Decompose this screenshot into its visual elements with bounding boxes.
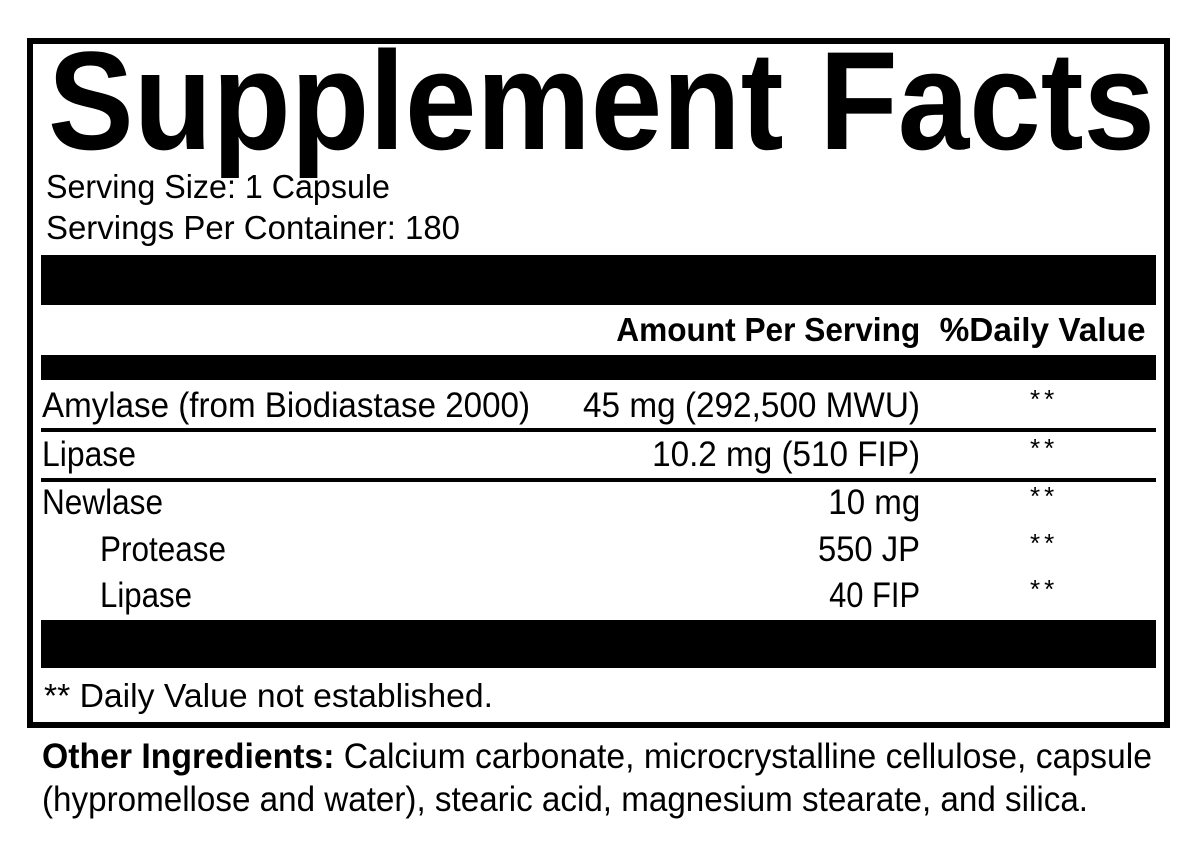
ingredient-name: Protease <box>100 530 226 569</box>
other-ingredients-label: Other Ingredients: <box>42 737 335 776</box>
row-divider <box>41 478 1156 482</box>
footnote: ** Daily Value not established. <box>44 677 493 714</box>
row-divider <box>41 428 1156 432</box>
ingredient-amount: 550 JP <box>818 530 920 569</box>
servings-per-container: Servings Per Container: 180 <box>46 209 460 246</box>
ingredient-name: Amylase (from Biodiastase 2000) <box>42 386 530 425</box>
separator-bar <box>41 255 1156 305</box>
ingredient-amount: 40 FIP <box>829 576 920 615</box>
ingredient-dv: ** <box>1030 433 1059 463</box>
ingredient-amount: 45 mg (292,500 MWU) <box>583 386 920 425</box>
panel-title: Supplement Facts <box>48 22 1155 179</box>
supplement-facts-panel <box>27 38 1170 728</box>
other-ingredients-line1: Other Ingredients: Calcium carbonate, mi… <box>42 739 1152 774</box>
ingredient-amount: 10 mg <box>828 483 920 522</box>
separator-bar <box>41 355 1156 380</box>
ingredient-dv: ** <box>1030 481 1059 511</box>
separator-bar <box>41 620 1156 668</box>
amount-per-serving-header: Amount Per Serving <box>616 311 920 348</box>
ingredient-dv: ** <box>1030 384 1059 414</box>
daily-value-header: %Daily Value <box>940 311 1146 348</box>
ingredient-amount: 10.2 mg (510 FIP) <box>652 435 920 474</box>
ingredient-name: Newlase <box>42 483 163 522</box>
ingredient-name: Lipase <box>100 576 192 615</box>
ingredient-name: Lipase <box>42 435 136 474</box>
serving-size: Serving Size: 1 Capsule <box>46 168 390 205</box>
ingredient-dv: ** <box>1030 574 1059 604</box>
other-ingredients-line2: (hypromellose and water), stearic acid, … <box>42 780 1088 819</box>
other-ingredients-text: Calcium carbonate, microcrystalline cell… <box>334 737 1153 776</box>
ingredient-dv: ** <box>1030 528 1059 558</box>
